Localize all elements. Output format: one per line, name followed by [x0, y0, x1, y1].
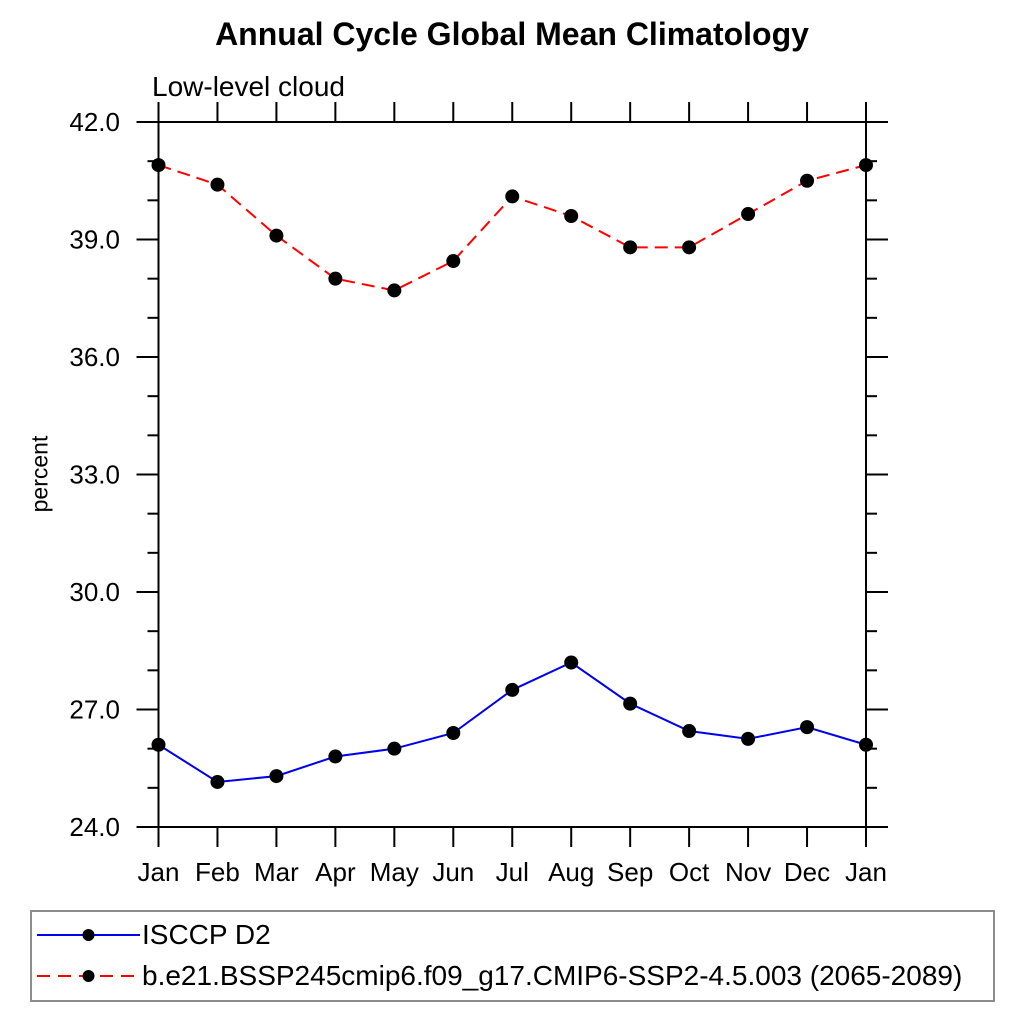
x-tick-label: May — [370, 857, 419, 887]
x-tick-label: Mar — [254, 857, 299, 887]
data-point-marker — [623, 696, 638, 711]
x-tick-label: Jan — [845, 857, 887, 887]
data-point-marker — [800, 720, 815, 735]
data-point-marker — [446, 254, 461, 269]
data-point-marker — [505, 189, 520, 204]
data-point-marker — [682, 724, 697, 739]
legend-marker — [82, 929, 95, 941]
series-line-0 — [157, 661, 867, 783]
x-tick-label: Feb — [195, 857, 240, 887]
chart-title: Annual Cycle Global Mean Climatology — [215, 16, 809, 52]
legend-line-sample — [37, 929, 140, 941]
data-point-marker — [446, 726, 461, 740]
data-point-marker — [564, 655, 579, 670]
data-point-marker — [151, 737, 166, 752]
series-line-1 — [158, 164, 867, 292]
chart-subtitle: Low-level cloud — [152, 71, 345, 102]
x-tick-label: Jun — [432, 857, 474, 887]
data-point-marker — [151, 158, 166, 173]
data-point-marker — [387, 741, 402, 756]
data-point-marker — [859, 737, 873, 752]
x-tick-label: Dec — [784, 857, 830, 887]
data-point-marker — [387, 283, 402, 298]
data-point-marker — [800, 173, 815, 188]
y-tick-label: 27.0 — [69, 695, 120, 725]
y-tick-label: 39.0 — [69, 225, 120, 255]
data-point-marker — [269, 769, 284, 784]
y-tick-label: 33.0 — [69, 460, 120, 490]
data-point-marker — [741, 731, 756, 746]
data-point-marker — [328, 749, 343, 764]
data-point-marker — [623, 240, 638, 255]
data-point-marker — [505, 682, 520, 697]
x-tick-label: Oct — [669, 857, 710, 887]
data-point-marker — [210, 177, 225, 192]
data-point-marker — [682, 240, 697, 255]
legend-label: ISCCP D2 — [142, 919, 271, 950]
data-point-marker — [328, 271, 343, 286]
y-tick-label: 42.0 — [69, 107, 120, 137]
data-point-marker — [564, 209, 579, 223]
y-tick-label: 24.0 — [69, 812, 120, 842]
data-point-marker — [859, 158, 873, 173]
legend-box: ISCCP D2 b.e21.BSSP245cmip6.f09_g17.CMIP6… — [30, 910, 995, 1002]
legend-item-1: b.e21.BSSP245cmip6.f09_g17.CMIP6-SSP2-4.… — [37, 960, 963, 991]
data-point-marker — [269, 228, 284, 243]
axis-frame — [157, 121, 867, 828]
x-tick-label: Aug — [548, 857, 594, 887]
data-point-marker — [210, 774, 225, 789]
y-tick-label: 36.0 — [69, 342, 120, 372]
legend-item-0: ISCCP D2 — [37, 919, 271, 950]
data-point-marker — [741, 207, 756, 222]
legend-line-sample — [37, 970, 140, 982]
x-tick-label: Apr — [315, 857, 356, 887]
x-tick-label: Sep — [607, 857, 653, 887]
legend-marker — [82, 970, 95, 982]
x-tick-label: Jul — [496, 857, 529, 887]
y-tick-label: 30.0 — [69, 577, 120, 607]
legend-label: b.e21.BSSP245cmip6.f09_g17.CMIP6-SSP2-4.… — [142, 960, 963, 991]
x-tick-label: Jan — [138, 857, 180, 887]
x-tick-label: Nov — [725, 857, 771, 887]
